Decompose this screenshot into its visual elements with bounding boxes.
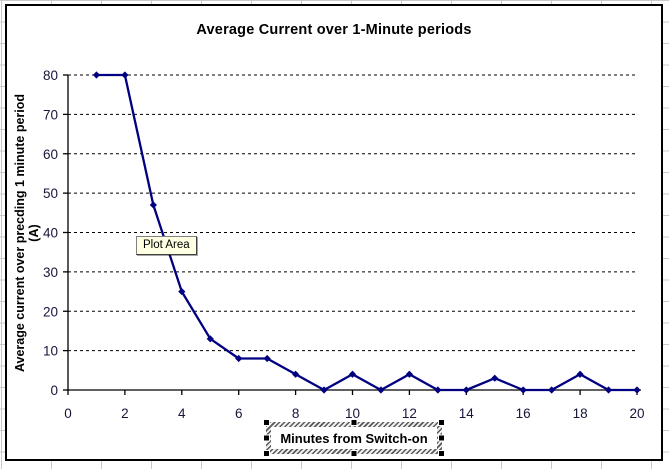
data-point-marker[interactable] [434,386,442,394]
x-tick-label: 18 [573,406,588,421]
y-tick-label: 70 [43,107,58,122]
y-tick-label: 60 [43,147,58,162]
data-point-marker[interactable] [491,374,499,382]
data-point-marker[interactable] [263,354,271,363]
data-point-marker[interactable] [633,386,641,394]
y-tick-label: 40 [43,226,58,241]
data-point-marker[interactable] [348,370,357,378]
chart-title[interactable]: Average Current over 1-Minute periods [196,22,472,38]
x-axis-title[interactable]: Minutes from Switch-on [263,419,445,457]
data-point-marker[interactable] [548,386,556,394]
data-point-marker[interactable] [92,71,101,79]
data-point-marker[interactable] [178,287,186,296]
y-tick-label: 10 [43,344,58,359]
plot-area-tooltip: Plot Area [136,236,197,255]
data-point-marker[interactable] [377,386,385,394]
x-tick-label: 8 [292,406,300,421]
y-tick-label: 50 [43,186,58,201]
x-tick-label: 2 [121,406,129,421]
selection-handle-sw[interactable] [263,450,270,457]
data-point-marker[interactable] [320,386,328,394]
y-tick-label: 80 [43,68,58,83]
y-axis-title-unit: (A) [27,224,41,242]
y-axis-title[interactable]: Average current over precding 1 minute p… [13,94,41,372]
x-tick-label: 10 [345,406,360,421]
x-tick-label: 12 [402,406,417,421]
data-point-marker[interactable] [235,354,243,363]
selection-handle-s[interactable] [350,450,358,457]
x-tick-label: 20 [629,406,644,421]
x-tick-label: 0 [64,406,72,421]
selection-handle-se[interactable] [438,450,445,457]
selection-handle-w[interactable] [263,434,270,442]
data-point-marker[interactable] [519,386,527,394]
data-point-marker[interactable] [405,370,413,378]
y-tick-label: 0 [50,383,58,398]
data-point-marker[interactable] [292,370,300,378]
data-point-marker[interactable] [206,335,214,343]
y-tick-label: 30 [43,265,58,280]
x-tick-label: 16 [516,406,531,421]
y-tick-label: 20 [43,304,58,319]
x-axis-title-label: Minutes from Switch-on [271,427,437,449]
data-point-marker[interactable] [149,201,157,209]
data-point-marker[interactable] [604,386,613,394]
selection-handle-n[interactable] [350,419,358,426]
x-tick-label: 14 [459,406,475,421]
x-tick-label: 4 [178,406,186,421]
series-line[interactable] [95,73,639,392]
selection-handle-nw[interactable] [263,419,270,426]
selection-handle-ne[interactable] [438,419,445,426]
data-point-marker[interactable] [121,71,129,79]
x-tick-label: 6 [235,406,243,421]
data-point-marker[interactable] [462,386,470,394]
selection-handle-e[interactable] [438,434,445,442]
data-point-marker[interactable] [576,370,584,378]
y-axis-title-text: Average current over precding 1 minute p… [13,93,27,373]
